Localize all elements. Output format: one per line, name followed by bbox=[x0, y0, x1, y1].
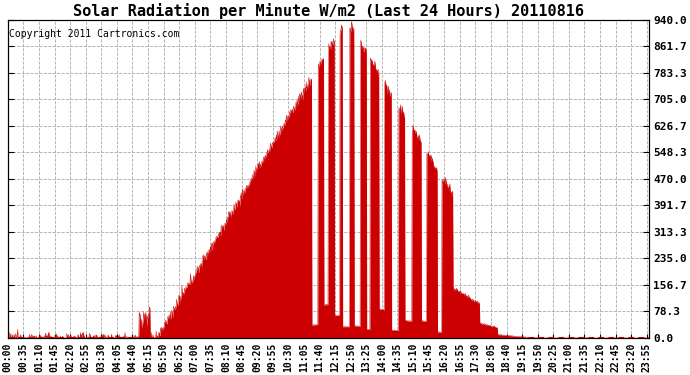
Text: Copyright 2011 Cartronics.com: Copyright 2011 Cartronics.com bbox=[9, 30, 179, 39]
Title: Solar Radiation per Minute W/m2 (Last 24 Hours) 20110816: Solar Radiation per Minute W/m2 (Last 24… bbox=[72, 3, 584, 19]
